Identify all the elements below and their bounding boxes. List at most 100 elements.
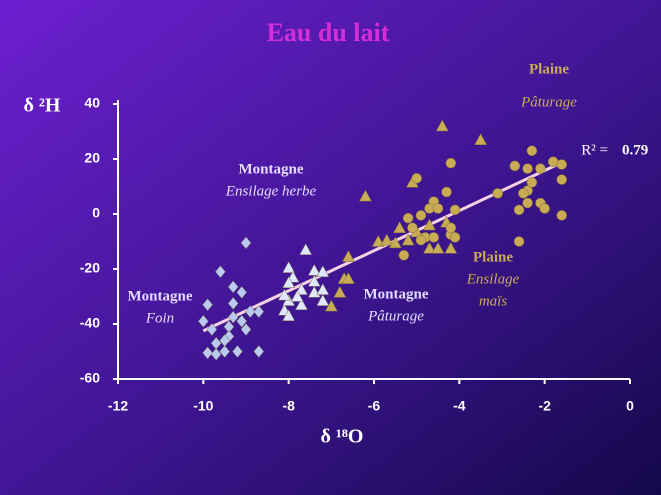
- x-tick-label: -12: [108, 398, 128, 414]
- annotation: Montagne: [128, 288, 193, 304]
- point: [236, 314, 248, 328]
- point: [210, 347, 222, 361]
- point: [556, 210, 567, 221]
- point: [407, 222, 418, 233]
- point: [522, 163, 533, 174]
- point: [240, 236, 252, 250]
- annotation: Montagne: [364, 286, 429, 302]
- annotation: Plaine: [529, 61, 569, 77]
- point: [341, 272, 355, 284]
- point: [445, 157, 457, 169]
- point: [316, 294, 330, 306]
- x-tick-label: -10: [193, 398, 213, 414]
- x-axis-label: δ ¹⁸O: [321, 426, 364, 448]
- y-tick-label: 20: [84, 150, 100, 166]
- point: [333, 285, 347, 298]
- point: [215, 265, 226, 279]
- point: [539, 203, 550, 214]
- point: [398, 250, 410, 261]
- point: [219, 334, 230, 347]
- x-tick-label: -2: [538, 398, 551, 414]
- annotation: Ensilage: [466, 271, 520, 287]
- point: [535, 163, 546, 174]
- annotation: Plaine: [473, 249, 513, 265]
- point: [227, 280, 239, 294]
- point: [277, 288, 291, 301]
- y-tick-label: -60: [80, 370, 100, 386]
- point: [415, 234, 427, 246]
- point: [402, 212, 414, 224]
- point: [556, 174, 567, 185]
- point: [232, 345, 243, 358]
- point: [244, 305, 256, 319]
- point: [513, 236, 525, 247]
- point: [423, 241, 436, 254]
- point: [253, 345, 265, 358]
- r2-value: 0.79: [622, 142, 648, 158]
- point: [445, 222, 457, 233]
- point: [206, 323, 218, 336]
- annotation: Montagne: [239, 161, 304, 177]
- point: [202, 298, 213, 312]
- point: [295, 283, 308, 295]
- x-tick-label: -6: [368, 398, 381, 414]
- x-tick-label: -8: [282, 398, 295, 414]
- point: [253, 305, 265, 319]
- point: [359, 189, 372, 202]
- point: [341, 250, 355, 262]
- annotation: Pâturage: [367, 308, 424, 324]
- point: [316, 283, 330, 295]
- annotation: Ensilage herbe: [225, 183, 317, 199]
- point: [227, 296, 239, 310]
- point: [444, 241, 458, 254]
- point: [198, 314, 209, 328]
- point: [299, 243, 313, 255]
- point: [388, 236, 402, 249]
- r2-label: R² =: [581, 142, 608, 158]
- point: [324, 299, 338, 312]
- point: [526, 145, 538, 156]
- point: [431, 241, 445, 254]
- point: [509, 160, 521, 172]
- point: [518, 188, 529, 199]
- point: [202, 346, 213, 360]
- point: [282, 261, 296, 273]
- point: [415, 210, 427, 221]
- point: [380, 233, 394, 246]
- point: [449, 232, 461, 243]
- x-tick-label: 0: [626, 398, 634, 414]
- point: [223, 329, 235, 343]
- annotation: Pâturage: [520, 94, 577, 110]
- annotation: maïs: [479, 293, 508, 309]
- y-tick-label: 40: [84, 95, 100, 111]
- y-tick-label: -40: [80, 315, 100, 331]
- point: [282, 276, 296, 288]
- point: [316, 265, 330, 277]
- point: [449, 204, 461, 216]
- point: [240, 323, 252, 336]
- x-tick-label: -4: [453, 398, 466, 414]
- chart-title: Eau du lait: [267, 18, 390, 47]
- point: [423, 218, 436, 231]
- point: [236, 285, 248, 299]
- point: [474, 133, 488, 145]
- point: [522, 197, 533, 209]
- point: [219, 345, 230, 358]
- point: [441, 186, 452, 198]
- point: [513, 204, 525, 216]
- point: [432, 203, 444, 214]
- point: [492, 188, 503, 199]
- point: [401, 233, 415, 246]
- point: [556, 159, 567, 170]
- y-axis-label: δ ²H: [24, 95, 61, 117]
- point: [526, 177, 538, 188]
- point: [393, 221, 407, 233]
- point: [411, 173, 422, 184]
- annotation: Foin: [145, 310, 174, 326]
- point: [435, 119, 449, 132]
- point: [290, 289, 304, 302]
- y-tick-label: -20: [80, 260, 100, 276]
- point: [282, 309, 296, 321]
